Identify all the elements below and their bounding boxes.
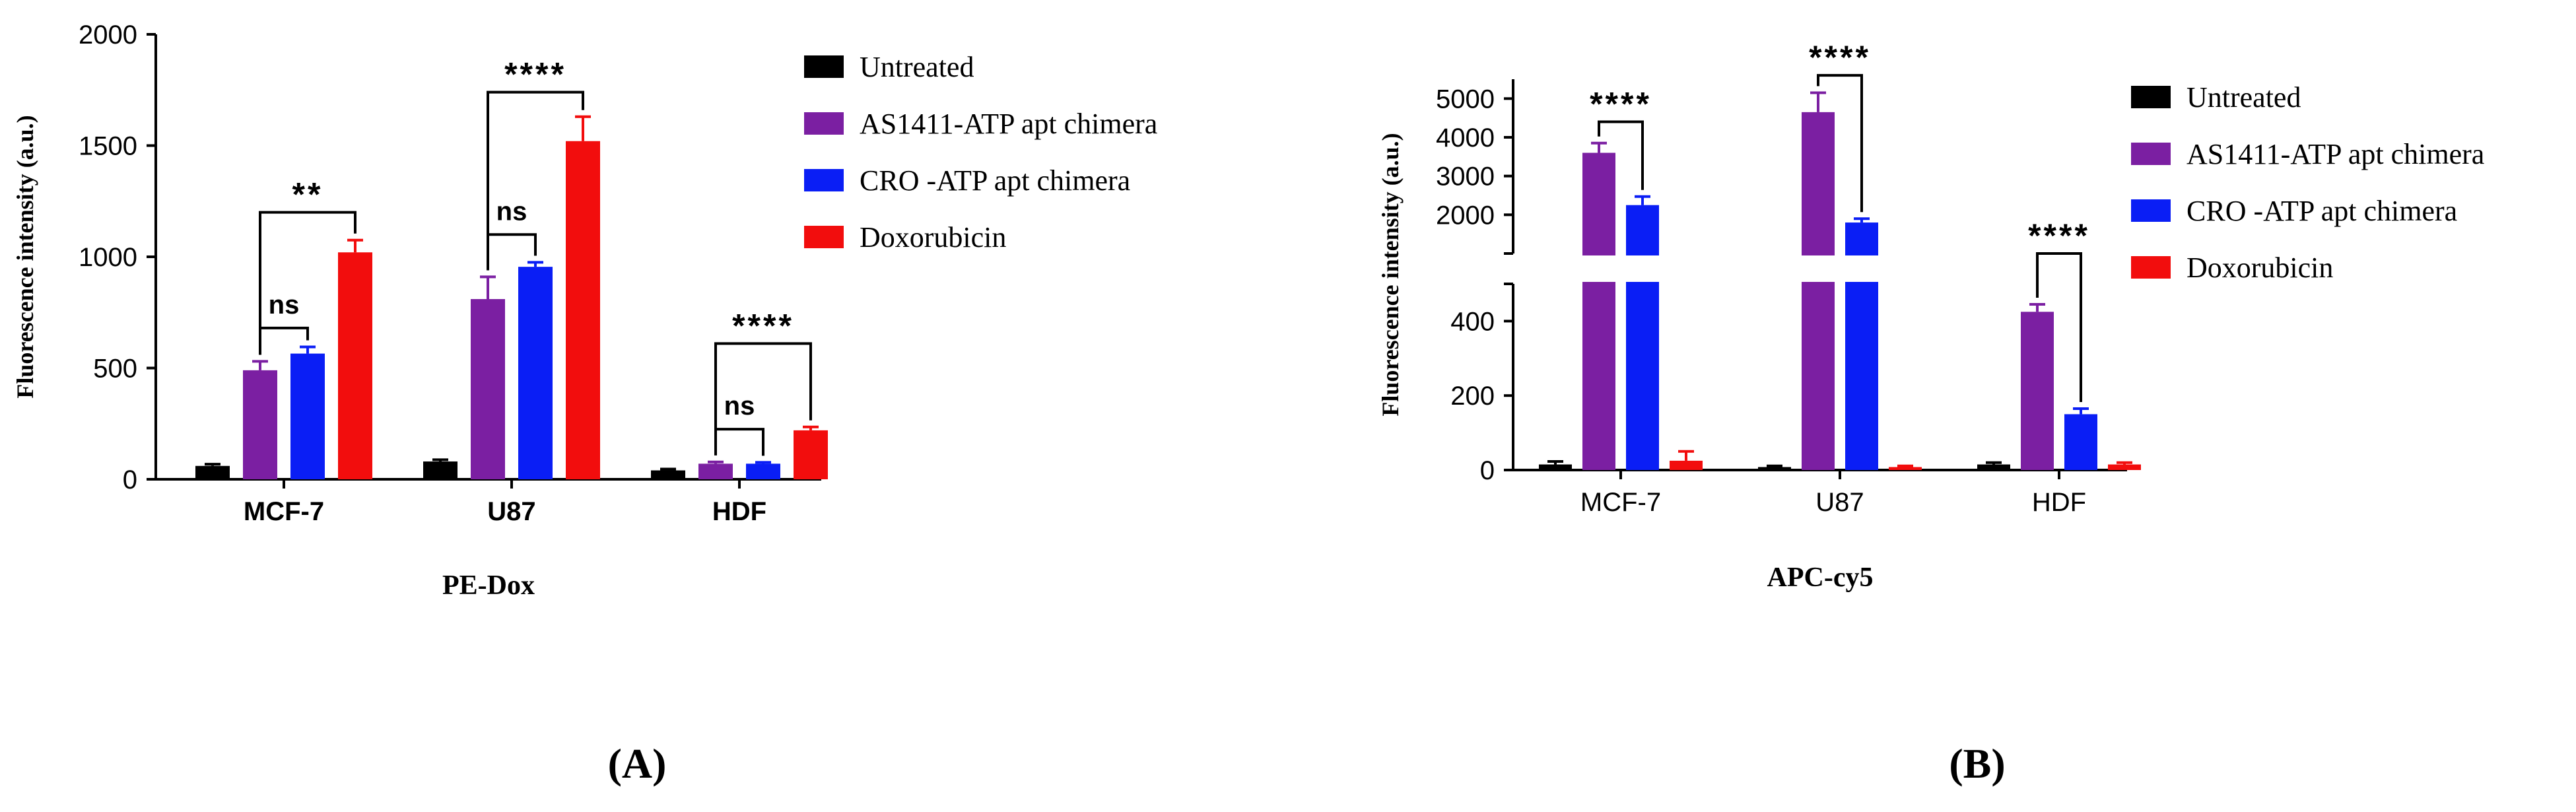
bar: [1582, 152, 1615, 470]
significance-label: ****: [1809, 39, 1871, 76]
bar: [338, 252, 372, 479]
y-axis-title: Fluorescence intensity (a.u.): [12, 115, 38, 398]
legend-swatch: [2131, 256, 2171, 279]
y-tick-label: 200: [1450, 382, 1495, 411]
legend-label: AS1411-ATP apt chimera: [860, 108, 1157, 140]
legend-swatch: [2131, 143, 2171, 165]
bar: [2108, 464, 2141, 470]
significance-bracket: [487, 233, 537, 271]
bar: [1758, 467, 1791, 470]
significance-label: ****: [2028, 217, 2090, 254]
significance-bracket: [714, 428, 764, 456]
bar: [1539, 464, 1572, 470]
legend-swatch: [804, 226, 844, 248]
x-tick-label: HDF: [712, 497, 766, 526]
y-tick-label: 4000: [1436, 123, 1495, 152]
panel-label: (A): [608, 740, 667, 787]
significance-bracket: [1598, 120, 1644, 190]
bar: [1889, 467, 1922, 470]
significance-bracket: [259, 211, 356, 355]
bar: [423, 461, 458, 479]
panel-a: 0 500 1000 1500 2000 MCF-7 U87 HDF ns ** ns **** ns *…: [12, 20, 1157, 787]
legend-label: CRO -ATP apt chimera: [2186, 195, 2457, 227]
bar: [290, 353, 325, 479]
y-tick-label: 1000: [79, 243, 137, 272]
x-axis-title: PE-Dox: [442, 570, 535, 601]
significance-label: **: [292, 176, 323, 213]
y-tick-label: 500: [93, 355, 137, 384]
significance-label: ****: [1590, 86, 1652, 123]
legend-swatch: [804, 112, 844, 135]
legend-swatch: [2131, 86, 2171, 108]
significance-bracket: [714, 342, 812, 456]
significance-bracket: [487, 90, 584, 271]
y-tick-label: 3000: [1436, 162, 1495, 191]
bar: [566, 141, 600, 479]
legend-label: Untreated: [2186, 81, 2301, 114]
y-tick-label: 5000: [1436, 85, 1495, 114]
bar: [698, 463, 733, 479]
y-tick-label: 0: [123, 465, 137, 494]
x-tick-label: MCF-7: [1580, 488, 1661, 517]
x-axis-title: APC-cy5: [1767, 562, 1874, 593]
bar: [518, 267, 553, 479]
significance-bracket: [259, 326, 309, 355]
legend-label: CRO -ATP apt chimera: [860, 164, 1130, 197]
legend-label: AS1411-ATP apt chimera: [2186, 138, 2484, 170]
bar: [794, 430, 828, 479]
bar: [471, 299, 505, 479]
bar: [746, 463, 780, 479]
axis-break-gap: [1500, 255, 2127, 282]
significance-bracket: [1817, 74, 1863, 213]
significance-label: ****: [504, 56, 566, 93]
legend-swatch: [804, 169, 844, 191]
legend-swatch: [2131, 199, 2171, 222]
significance-label: ****: [732, 307, 794, 344]
panel-b: 0 200 400 2000 3000 4000 5000 MCF-7 U87 HDF **** **…: [1377, 39, 2484, 787]
significance-label: ns: [724, 391, 755, 421]
x-tick-label: HDF: [2032, 488, 2086, 517]
panel-label: (B): [1949, 740, 2005, 787]
x-tick-label: U87: [1815, 488, 1864, 517]
legend-swatch: [804, 55, 844, 78]
bar: [1977, 464, 2010, 470]
bar: [243, 370, 277, 479]
y-tick-label: 2000: [1436, 201, 1495, 230]
bar: [195, 465, 230, 479]
legend-label: Untreated: [860, 51, 974, 83]
x-tick-label: MCF-7: [244, 497, 324, 526]
bar: [651, 470, 685, 479]
x-tick-label: U87: [487, 497, 535, 526]
y-tick-label: 0: [1480, 456, 1495, 485]
legend-label: Doxorubicin: [860, 221, 1006, 254]
bar: [2021, 312, 2054, 470]
bar: [1802, 112, 1835, 470]
y-axis-title: Fluorescence intensity (a.u.): [1377, 133, 1404, 416]
significance-bracket: [2036, 252, 2082, 402]
significance-label: ns: [496, 197, 527, 226]
y-tick-label: 2000: [79, 20, 137, 50]
bar: [1670, 460, 1703, 470]
y-tick-label: 400: [1450, 307, 1495, 336]
bar: [2064, 414, 2097, 470]
bar: [1626, 205, 1659, 470]
legend-label: Doxorubicin: [2186, 252, 2333, 284]
significance-label: ns: [269, 290, 300, 320]
y-tick-label: 1500: [79, 132, 137, 161]
